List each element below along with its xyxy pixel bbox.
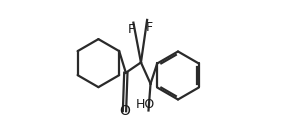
Text: F: F xyxy=(128,23,135,36)
Text: F: F xyxy=(146,21,153,34)
Text: O: O xyxy=(119,104,130,118)
Text: HO: HO xyxy=(136,98,155,111)
